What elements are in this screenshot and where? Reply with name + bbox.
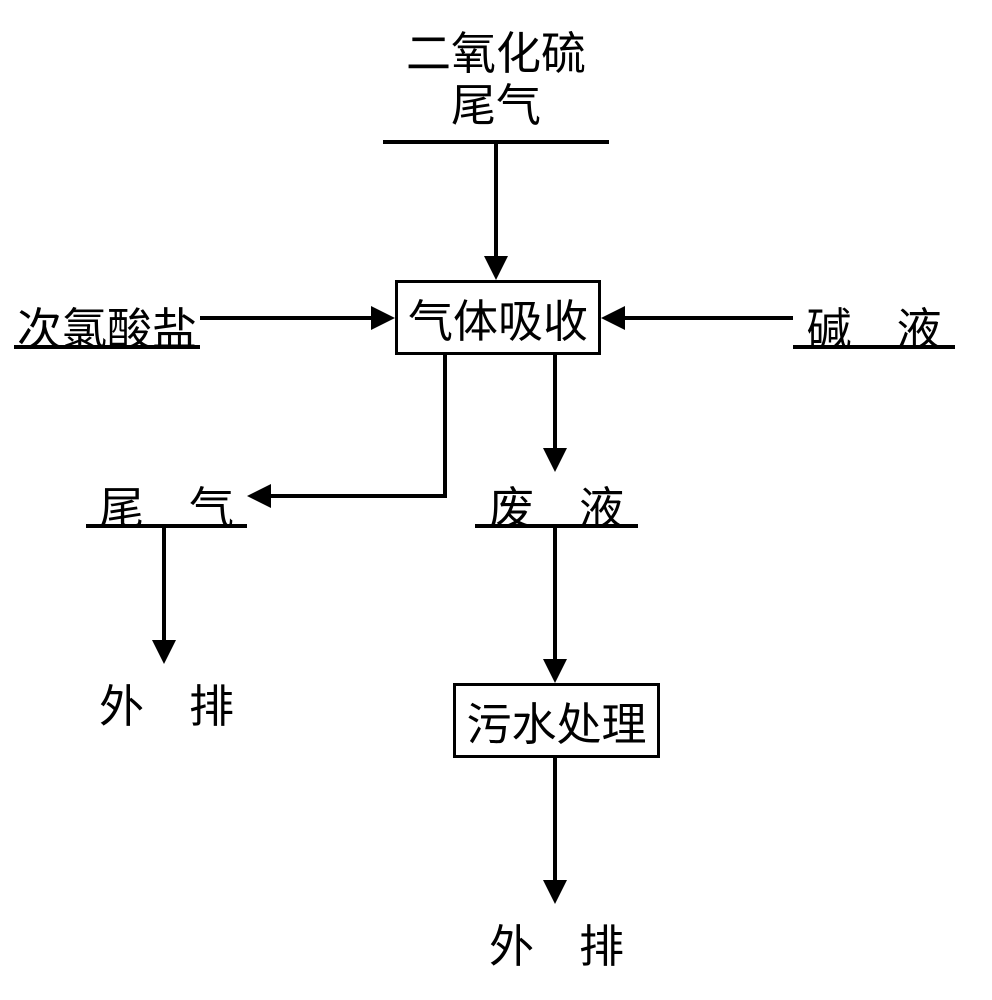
edge-sewage-discharge-head	[543, 880, 567, 904]
so2-tail-gas-line1: 二氧化硫	[383, 28, 609, 80]
sewage-treatment-text: 污水处理	[466, 688, 646, 753]
edge-absorption-waste-head	[543, 448, 567, 472]
edge-waste-sewage-head	[543, 659, 567, 683]
tail-gas-underline	[86, 524, 247, 528]
edge-so2-absorption	[494, 144, 498, 258]
hypochlorite-underline	[14, 345, 200, 349]
edge-tailgas-discharge	[162, 528, 166, 642]
edge-absorption-waste	[553, 355, 557, 450]
edge-hypo-absorption	[200, 316, 373, 320]
edge-so2-absorption-head	[484, 256, 508, 280]
edge-absorption-tailgas-head	[247, 484, 271, 508]
edge-hypo-absorption-head	[371, 306, 395, 330]
edge-tailgas-discharge-head	[152, 640, 176, 664]
gas-absorption-text: 气体吸收	[408, 285, 588, 350]
edge-alkali-absorption	[623, 316, 793, 320]
so2-tail-gas-line2: 尾气	[383, 80, 609, 132]
so2-tail-gas-label: 二氧化硫 尾气	[383, 28, 609, 132]
edge-waste-sewage	[553, 528, 557, 661]
alkali-underline	[793, 345, 955, 349]
sewage-treatment-box: 污水处理	[453, 683, 660, 758]
edge-absorption-tailgas-h	[269, 494, 447, 498]
edge-absorption-tailgas-v	[443, 355, 447, 498]
edge-sewage-discharge	[553, 758, 557, 882]
edge-alkali-absorption-head	[601, 306, 625, 330]
gas-absorption-box: 气体吸收	[395, 280, 601, 355]
discharge2-label: 外 排	[475, 910, 638, 975]
discharge1-label: 外 排	[86, 670, 247, 735]
